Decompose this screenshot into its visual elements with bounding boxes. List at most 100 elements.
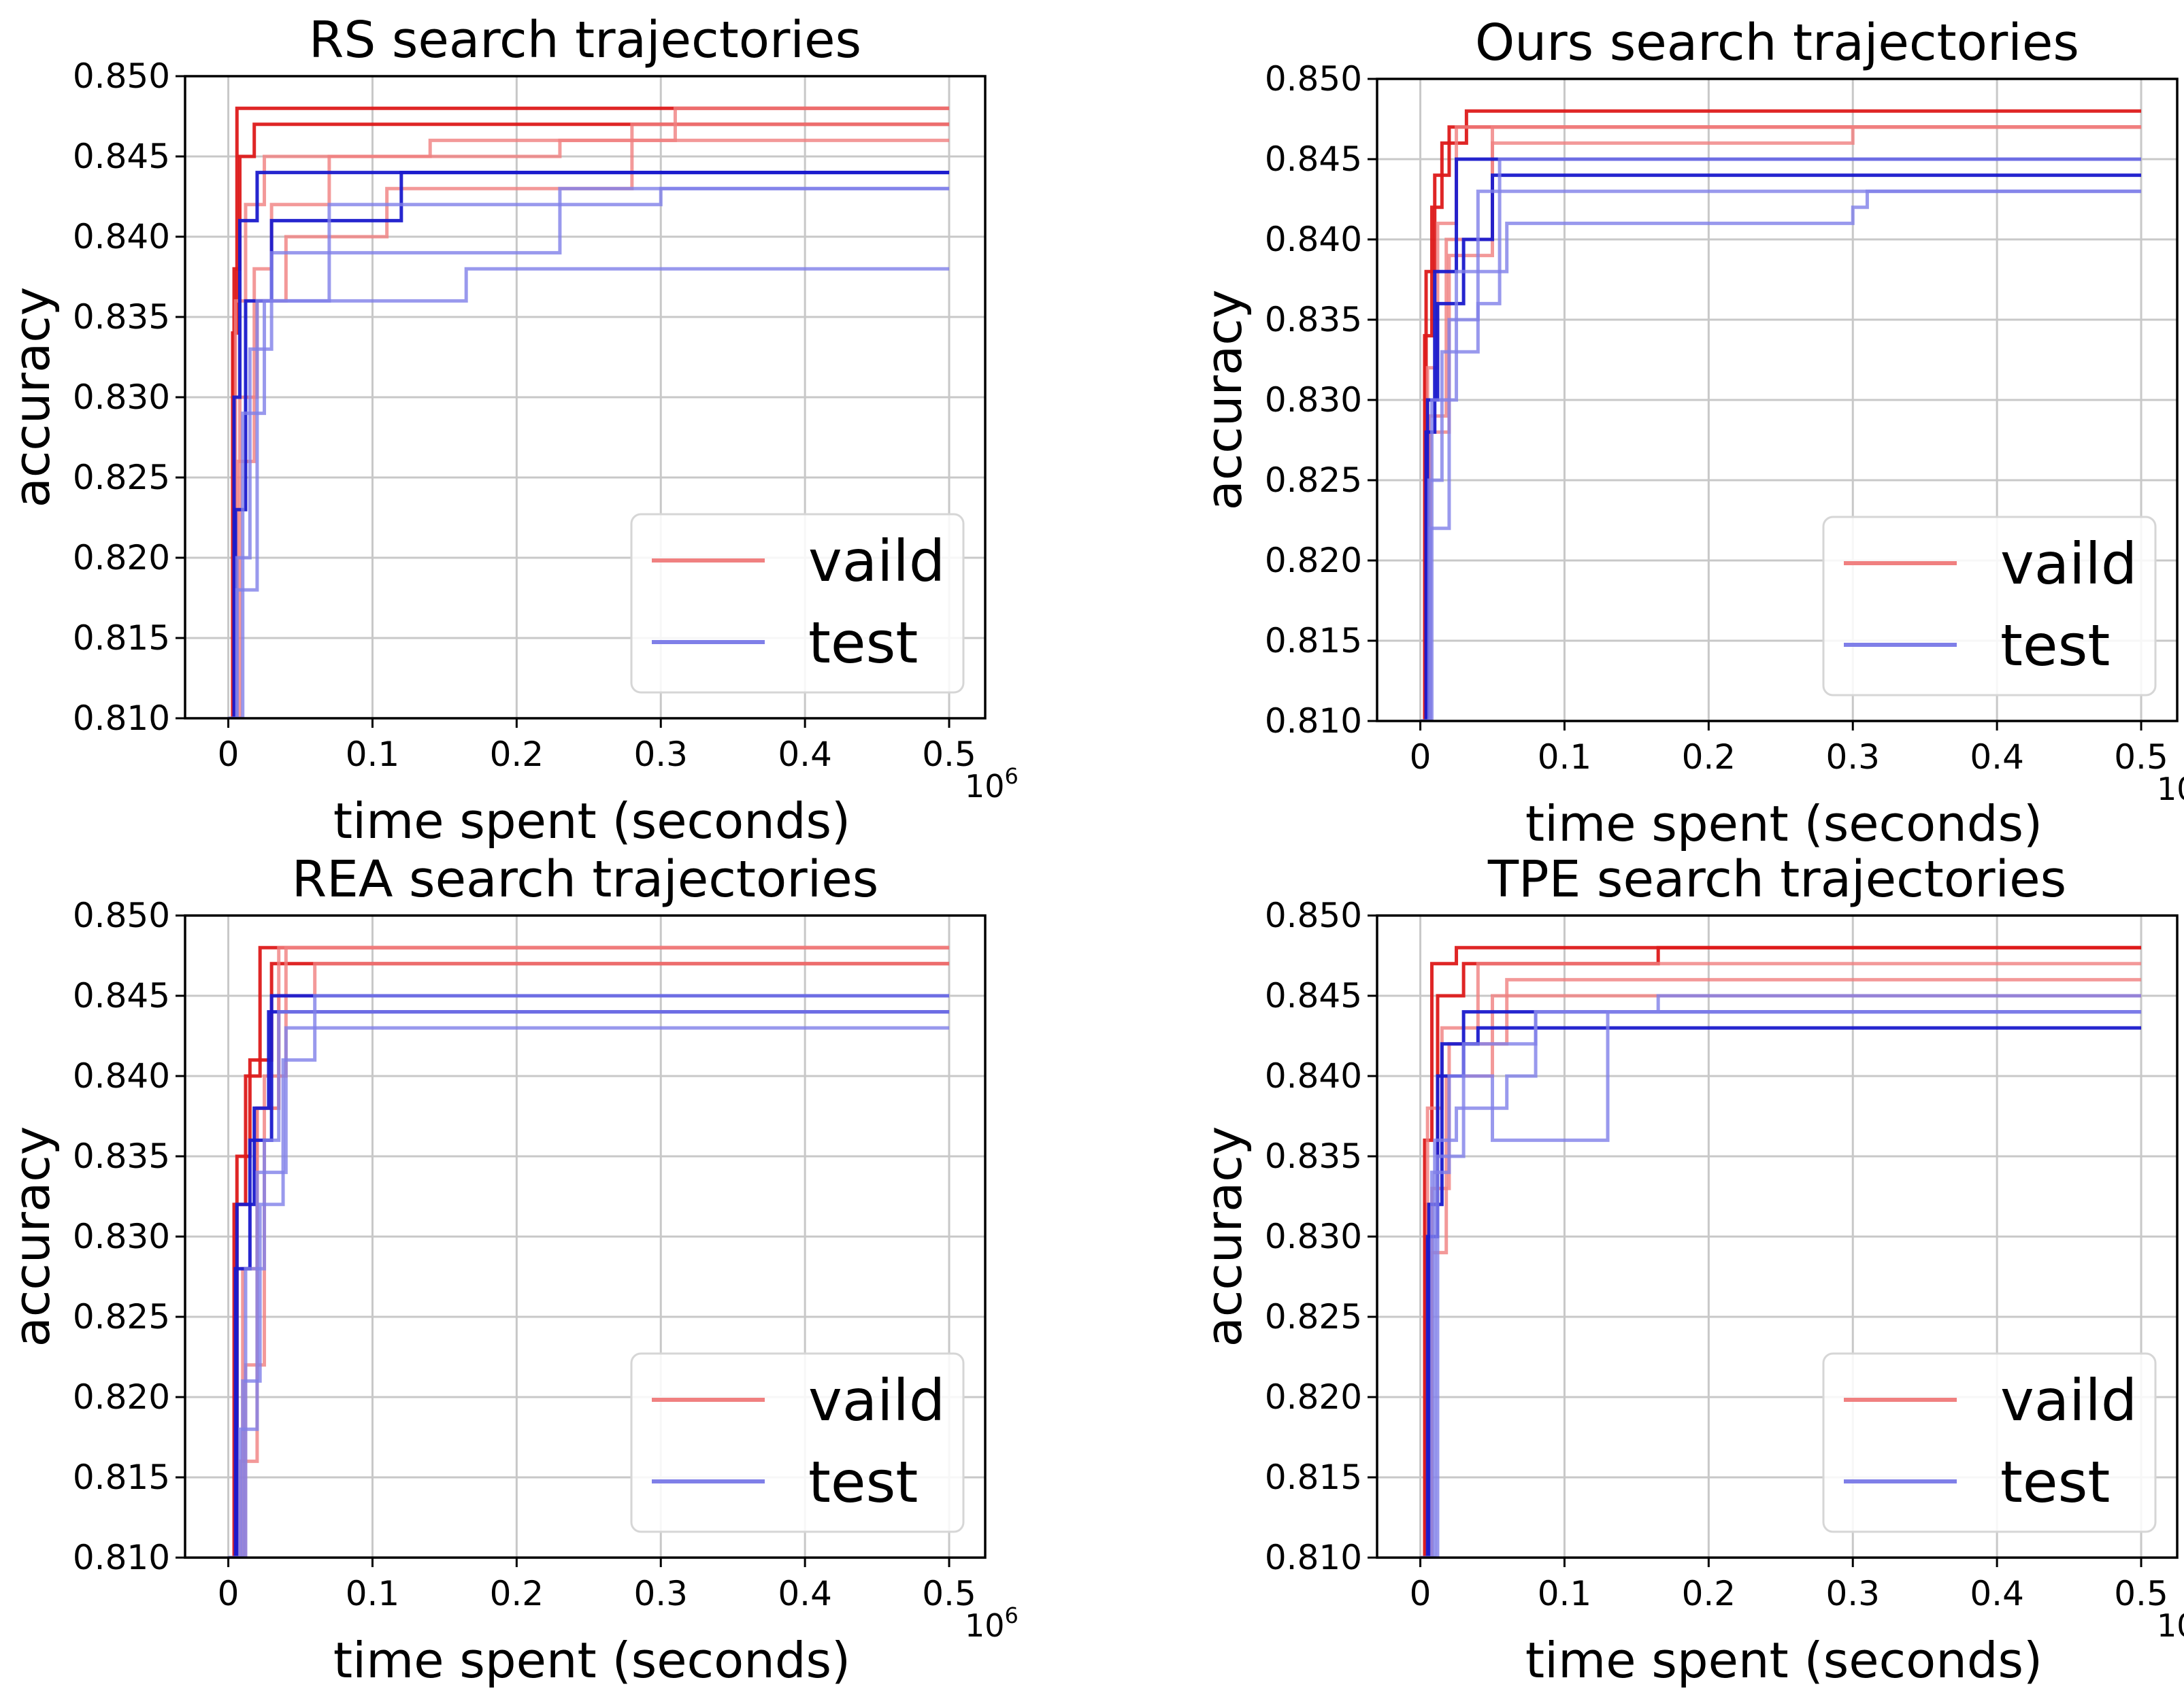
y-tick-label: 0.835 — [73, 297, 170, 337]
x-tick-label: 0.2 — [1682, 1574, 1736, 1613]
x-tick-label: 0.3 — [633, 735, 688, 774]
grid — [185, 75, 985, 720]
y-tick-label: 0.835 — [1265, 1137, 1362, 1176]
x-tick-label: 0.2 — [1682, 737, 1736, 777]
y-tick-label: 0.850 — [1265, 896, 1362, 935]
x-tick-label: 0.3 — [633, 1574, 688, 1613]
test-trajectory-9 — [228, 994, 950, 1558]
x-multiplier-label: 106 — [2157, 766, 2184, 807]
y-tick-label: 0.830 — [73, 1217, 170, 1256]
x-tick-label: 0 — [218, 1574, 239, 1613]
x-tick-label: 0 — [218, 735, 239, 774]
x-tick-label: 0.4 — [778, 1574, 832, 1613]
legend-label-test: test — [2000, 612, 2110, 679]
y-axis-label: accuracy — [3, 287, 61, 508]
x-multiplier-base: 10 — [965, 1607, 1005, 1644]
legend: vaild test — [630, 1352, 965, 1533]
chart-title: RS search trajectories — [309, 11, 861, 69]
x-axis-label: time spent (seconds) — [333, 1632, 850, 1689]
y-tick-label: 0.810 — [73, 699, 170, 738]
y-axis-label: accuracy — [1195, 1126, 1253, 1347]
x-axis-label: time spent (seconds) — [333, 792, 850, 850]
y-tick-label: 0.810 — [1265, 1538, 1362, 1577]
series-group — [1420, 109, 2142, 721]
valid-trajectory-3 — [228, 106, 950, 718]
chart-panel-1: 0 0.1 0.2 0.3 0.4 0.5 0.810 0.815 0.820 0.825 0.83… — [3, 11, 1019, 850]
chart-title: Ours search trajectories — [1475, 14, 2079, 72]
legend: vaild test — [630, 513, 965, 694]
y-tick-label: 0.820 — [73, 538, 170, 577]
x-multiplier-label: 106 — [965, 1602, 1019, 1644]
x-tick-label: 0.5 — [922, 735, 976, 774]
chart-panel-3: 0 0.1 0.2 0.3 0.4 0.5 0.810 0.815 0.820 0.825 0.83… — [3, 850, 1019, 1689]
test-trajectory-10 — [1420, 994, 2142, 1558]
y-tick-label: 0.820 — [1265, 1377, 1362, 1417]
y-tick-label: 0.840 — [1265, 1056, 1362, 1096]
legend-label-test: test — [2000, 1449, 2110, 1515]
x-multiplier-label: 106 — [2157, 1602, 2184, 1644]
y-tick-label: 0.835 — [73, 1137, 170, 1176]
y-tick-label: 0.825 — [1265, 460, 1362, 500]
legend-label-test: test — [808, 609, 918, 676]
legend-label-test: test — [808, 1449, 918, 1515]
chart-title: TPE search trajectories — [1487, 850, 2066, 909]
legend-label-valid: vaild — [808, 528, 945, 594]
test-trajectory-7 — [1420, 1026, 2142, 1558]
legend-label-valid: vaild — [808, 1367, 945, 1434]
x-tick-label: 0.1 — [346, 735, 400, 774]
y-axis-label: accuracy — [1195, 290, 1253, 511]
test-trajectory-8 — [1420, 1010, 2142, 1558]
x-tick-label: 0.5 — [2114, 1574, 2168, 1613]
test-trajectory-10 — [228, 1010, 950, 1558]
y-tick-label: 0.820 — [73, 1377, 170, 1417]
test-trajectory-10 — [228, 186, 950, 718]
y-tick-label: 0.835 — [1265, 300, 1362, 339]
y-tick-label: 0.840 — [1265, 220, 1362, 259]
y-tick-label: 0.815 — [1265, 1458, 1362, 1497]
y-tick-label: 0.820 — [1265, 541, 1362, 580]
y-tick-label: 0.845 — [73, 976, 170, 1016]
x-multiplier-exponent: 6 — [1005, 1602, 1019, 1628]
x-multiplier-base: 10 — [965, 768, 1005, 805]
y-tick-label: 0.830 — [1265, 380, 1362, 420]
y-tick-label: 0.815 — [73, 1458, 170, 1497]
y-tick-label: 0.825 — [73, 458, 170, 497]
chart-panel-4: 0 0.1 0.2 0.3 0.4 0.5 0.810 0.815 0.820 0.825 0.83… — [1195, 850, 2184, 1689]
test-trajectory-8 — [228, 1026, 950, 1558]
x-multiplier-base: 10 — [2157, 1607, 2184, 1644]
y-tick-label: 0.845 — [1265, 139, 1362, 179]
x-tick-label: 0 — [1410, 737, 1432, 777]
x-tick-label: 0.3 — [1825, 737, 1880, 777]
x-axis-label: time spent (seconds) — [1525, 1632, 2042, 1689]
x-tick-label: 0.4 — [1970, 1574, 2024, 1613]
test-trajectory-7 — [228, 1010, 950, 1558]
x-tick-label: 0 — [1410, 1574, 1432, 1613]
legend: vaild test — [1822, 516, 2157, 697]
y-tick-label: 0.845 — [73, 137, 170, 176]
series-group — [228, 106, 950, 718]
legend: vaild test — [1822, 1352, 2157, 1533]
valid-trajectory-5 — [228, 122, 950, 718]
x-tick-label: 0.1 — [1538, 737, 1592, 777]
y-tick-label: 0.850 — [73, 896, 170, 935]
y-tick-label: 0.830 — [1265, 1217, 1362, 1256]
test-trajectory-9 — [228, 267, 950, 718]
x-tick-label: 0.4 — [1970, 737, 2024, 777]
x-multiplier-exponent: 6 — [1005, 763, 1019, 789]
x-tick-label: 0.2 — [490, 1574, 544, 1613]
x-axis-label: time spent (seconds) — [1525, 795, 2042, 852]
y-tick-label: 0.845 — [1265, 976, 1362, 1016]
y-tick-label: 0.850 — [73, 56, 170, 96]
x-multiplier-label: 106 — [965, 763, 1019, 805]
x-tick-label: 0.2 — [490, 735, 544, 774]
y-tick-label: 0.810 — [1265, 701, 1362, 741]
series-group — [1420, 945, 2142, 1558]
x-tick-label: 0.4 — [778, 735, 832, 774]
x-tick-label: 0.3 — [1825, 1574, 1880, 1613]
y-axis-label: accuracy — [3, 1126, 61, 1347]
y-tick-label: 0.830 — [73, 377, 170, 417]
y-tick-label: 0.840 — [73, 217, 170, 256]
series-group — [228, 945, 950, 1558]
x-tick-label: 0.1 — [1538, 1574, 1592, 1613]
